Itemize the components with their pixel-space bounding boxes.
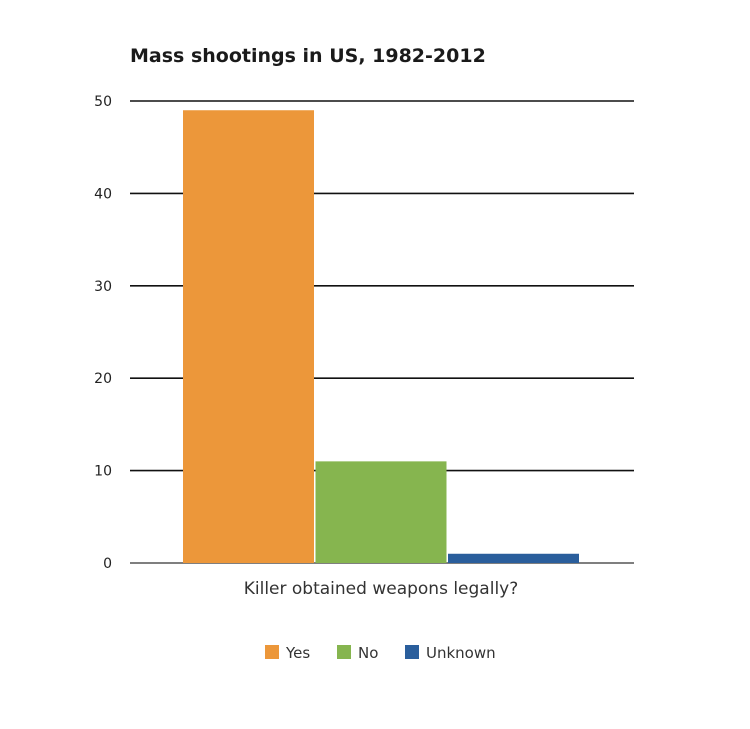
bars	[183, 110, 579, 564]
legend-swatch-no	[337, 645, 351, 659]
chart-title: Mass shootings in US, 1982-2012	[130, 45, 486, 67]
bar-yes	[183, 110, 314, 564]
y-axis-ticks: 0 10 20 30 40 50	[94, 94, 112, 572]
y-tick-label: 10	[94, 464, 112, 480]
bar-no	[315, 461, 447, 563]
legend-label-no: No	[358, 644, 378, 662]
y-tick-label: 30	[94, 279, 112, 295]
x-axis-label: Killer obtained weapons legally?	[244, 579, 519, 599]
bar-unknown	[448, 553, 579, 563]
legend-label-unknown: Unknown	[426, 644, 496, 662]
legend-swatch-yes	[265, 645, 279, 659]
y-tick-label: 50	[94, 94, 112, 110]
legend-label-yes: Yes	[285, 644, 310, 662]
y-tick-label: 0	[103, 556, 112, 572]
legend: Yes No Unknown	[265, 644, 496, 662]
y-tick-label: 40	[94, 186, 112, 202]
legend-swatch-unknown	[405, 645, 419, 659]
y-tick-label: 20	[94, 371, 112, 387]
